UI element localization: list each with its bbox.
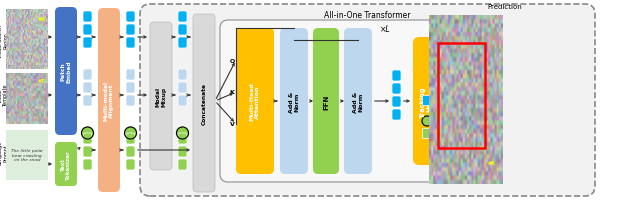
FancyBboxPatch shape: [55, 142, 77, 186]
Text: Add &
Norm: Add & Norm: [353, 91, 364, 112]
Text: Tracking
Head: Tracking Head: [419, 86, 433, 117]
FancyBboxPatch shape: [178, 133, 187, 144]
Text: All-in-One Transformer: All-in-One Transformer: [324, 11, 411, 20]
Text: Patch
Embed: Patch Embed: [61, 60, 72, 83]
FancyBboxPatch shape: [220, 21, 485, 182]
FancyBboxPatch shape: [313, 29, 339, 174]
Text: Modal
Mixup: Modal Mixup: [156, 87, 166, 107]
FancyBboxPatch shape: [126, 25, 135, 36]
FancyBboxPatch shape: [178, 96, 187, 106]
FancyBboxPatch shape: [126, 70, 135, 81]
FancyBboxPatch shape: [392, 71, 401, 82]
Bar: [438, 43, 484, 148]
Text: [CLS] token of language: [CLS] token of language: [435, 119, 499, 124]
FancyBboxPatch shape: [126, 83, 135, 94]
Text: V: V: [230, 122, 234, 127]
FancyBboxPatch shape: [83, 25, 92, 36]
Circle shape: [125, 127, 136, 139]
Text: ×L: ×L: [380, 25, 390, 34]
FancyBboxPatch shape: [126, 96, 135, 106]
FancyBboxPatch shape: [178, 12, 187, 23]
FancyBboxPatch shape: [126, 12, 135, 23]
Text: Text
Tokenizer: Text Tokenizer: [61, 149, 72, 179]
FancyBboxPatch shape: [422, 128, 432, 138]
FancyBboxPatch shape: [392, 109, 401, 120]
Text: Multi-Head
Attention: Multi-Head Attention: [250, 82, 260, 121]
FancyBboxPatch shape: [83, 12, 92, 23]
Text: K: K: [230, 90, 234, 95]
FancyBboxPatch shape: [140, 5, 595, 196]
FancyBboxPatch shape: [83, 146, 92, 157]
FancyBboxPatch shape: [392, 84, 401, 95]
FancyBboxPatch shape: [126, 159, 135, 170]
FancyBboxPatch shape: [178, 83, 187, 94]
FancyBboxPatch shape: [126, 38, 135, 49]
FancyBboxPatch shape: [413, 38, 439, 165]
Text: Prediction: Prediction: [488, 4, 522, 10]
FancyBboxPatch shape: [178, 146, 187, 157]
Text: Visual
Template: Visual Template: [0, 84, 8, 107]
Text: #K: #K: [488, 160, 495, 165]
FancyBboxPatch shape: [83, 159, 92, 170]
Text: #T: #T: [38, 79, 45, 84]
Text: #K: #K: [38, 17, 45, 22]
FancyBboxPatch shape: [178, 70, 187, 81]
Text: Patch tokens of vision: Patch tokens of vision: [435, 98, 492, 103]
FancyBboxPatch shape: [83, 83, 92, 94]
FancyBboxPatch shape: [55, 8, 77, 135]
Text: The little polar
bear crawling
on the snow: The little polar bear crawling on the sn…: [12, 148, 43, 162]
FancyBboxPatch shape: [178, 159, 187, 170]
Circle shape: [177, 127, 189, 139]
FancyBboxPatch shape: [126, 146, 135, 157]
FancyBboxPatch shape: [83, 96, 92, 106]
Text: Add &
Norm: Add & Norm: [289, 91, 300, 112]
Text: FFN: FFN: [323, 94, 329, 109]
FancyBboxPatch shape: [392, 97, 401, 107]
Circle shape: [422, 116, 432, 126]
FancyBboxPatch shape: [126, 133, 135, 144]
FancyBboxPatch shape: [178, 25, 187, 36]
FancyBboxPatch shape: [83, 38, 92, 49]
FancyBboxPatch shape: [150, 23, 172, 170]
Circle shape: [81, 127, 93, 139]
Text: Visual Search
Region: Visual Search Region: [0, 24, 8, 57]
FancyBboxPatch shape: [422, 96, 432, 105]
FancyBboxPatch shape: [83, 133, 92, 144]
Text: Language
Prompt: Language Prompt: [0, 140, 8, 164]
Text: Token of language: Token of language: [435, 131, 483, 136]
FancyBboxPatch shape: [344, 29, 372, 174]
FancyBboxPatch shape: [280, 29, 308, 174]
Text: Concatenate: Concatenate: [202, 83, 207, 124]
FancyBboxPatch shape: [178, 38, 187, 49]
FancyBboxPatch shape: [193, 15, 215, 192]
Text: Multi-modal
Alignment: Multi-modal Alignment: [104, 81, 115, 120]
FancyBboxPatch shape: [83, 70, 92, 81]
Text: Q: Q: [229, 58, 235, 63]
FancyBboxPatch shape: [98, 9, 120, 192]
FancyBboxPatch shape: [236, 29, 274, 174]
